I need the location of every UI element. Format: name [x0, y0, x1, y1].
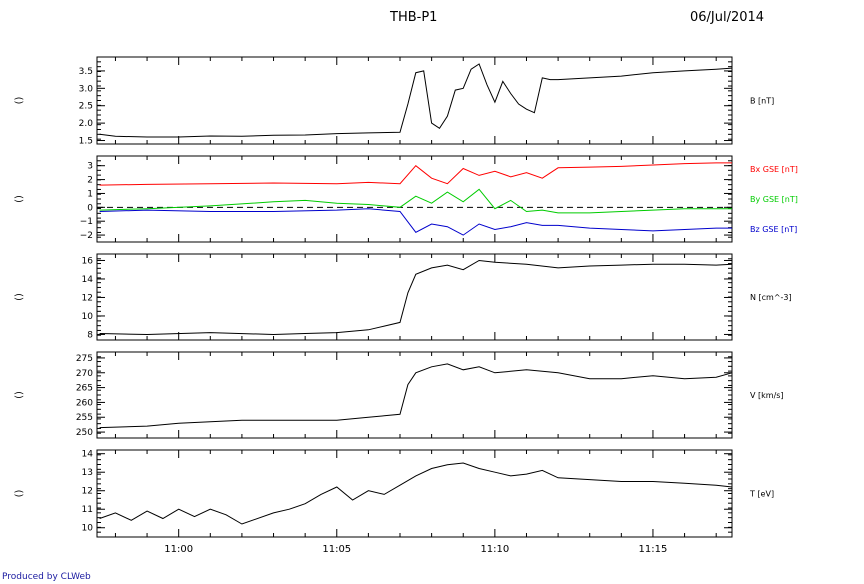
- series-label: V [km/s]: [750, 391, 784, 400]
- y-tick-label: 2.5: [79, 102, 93, 112]
- series-line-by: [99, 188, 732, 214]
- y-tick-label: 1: [87, 189, 93, 199]
- panel-frame: [96, 56, 733, 145]
- y-tick-label: 2.0: [79, 119, 94, 129]
- y-tick-label: 3: [87, 162, 93, 172]
- y-tick-label: 1.5: [79, 137, 93, 147]
- y-tick-label: 11: [82, 505, 93, 515]
- series-label: B [nT]: [750, 97, 774, 106]
- y-tick-label: 14: [82, 275, 94, 285]
- panel-frame: [96, 351, 733, 439]
- y-tick-label: 3.5: [79, 67, 93, 77]
- y-tick-label: 16: [82, 256, 94, 266]
- y-tick-label: 12: [82, 293, 93, 303]
- series-label: N [cm^-3]: [750, 293, 792, 302]
- series-line-bz: [99, 208, 732, 236]
- y-tick-label: 250: [76, 428, 93, 438]
- footer-credit: Produced by CLWeb: [2, 572, 91, 582]
- y-tick-label: 270: [76, 369, 93, 379]
- y-axis-label: (): [14, 97, 25, 105]
- y-axis-label: (): [14, 195, 25, 203]
- series-label: By GSE [nT]: [750, 195, 798, 204]
- y-tick-label: 0: [87, 203, 93, 213]
- series-line-n: [99, 259, 733, 336]
- y-tick-label: 14: [82, 450, 94, 460]
- series-line-b: [99, 63, 733, 138]
- x-tick-label: 11:00: [164, 544, 193, 555]
- plot-date: 06/Jul/2014: [690, 10, 765, 25]
- y-tick-label: 275: [76, 354, 93, 364]
- y-axis-label: (): [14, 293, 25, 301]
- plot-title: THB-P1: [390, 10, 438, 25]
- y-tick-label: 255: [76, 413, 93, 423]
- series-line-bx: [99, 162, 732, 186]
- panel-frame: [96, 253, 733, 341]
- y-tick-label: 260: [76, 398, 93, 408]
- y-tick-label: 10: [82, 524, 94, 534]
- y-tick-label: 265: [76, 384, 93, 394]
- y-tick-label: 12: [82, 487, 93, 497]
- series-label: Bz GSE [nT]: [750, 225, 797, 234]
- panel-frame: [96, 155, 733, 243]
- y-tick-label: 13: [82, 468, 93, 478]
- panel-frame: [96, 449, 733, 538]
- series-line-v: [99, 363, 733, 429]
- series-label: T [eV]: [749, 490, 774, 499]
- x-tick-label: 11:10: [480, 544, 509, 555]
- y-tick-label: 3.0: [79, 84, 94, 94]
- y-tick-label: 2: [87, 176, 93, 186]
- series-label: Bx GSE [nT]: [750, 165, 798, 174]
- y-tick-label: −1: [80, 217, 93, 227]
- series-line-t: [99, 462, 733, 525]
- y-tick-label: 8: [87, 330, 93, 340]
- x-tick-label: 11:15: [639, 544, 668, 555]
- y-tick-label: −2: [80, 231, 93, 241]
- y-tick-label: 10: [82, 312, 94, 322]
- y-axis-label: (): [14, 490, 25, 498]
- y-axis-label: (): [14, 391, 25, 399]
- x-tick-label: 11:05: [322, 544, 351, 555]
